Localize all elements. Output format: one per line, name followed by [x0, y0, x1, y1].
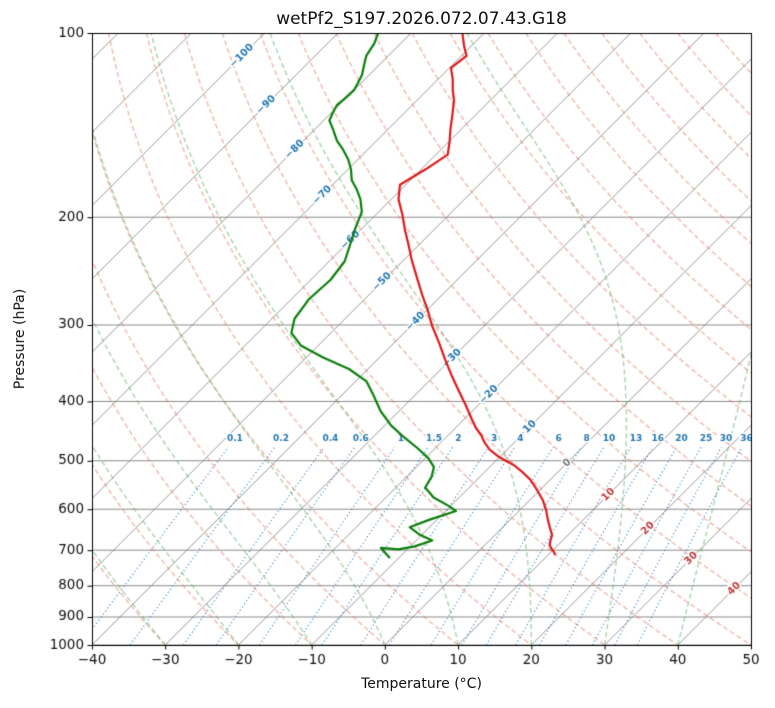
x-axis-label: Temperature (°C) [361, 676, 482, 692]
y-axis-label: Pressure (hPa) [12, 288, 28, 390]
chart-title: wetPf2_S197.2026.072.07.43.G18 [276, 9, 567, 29]
